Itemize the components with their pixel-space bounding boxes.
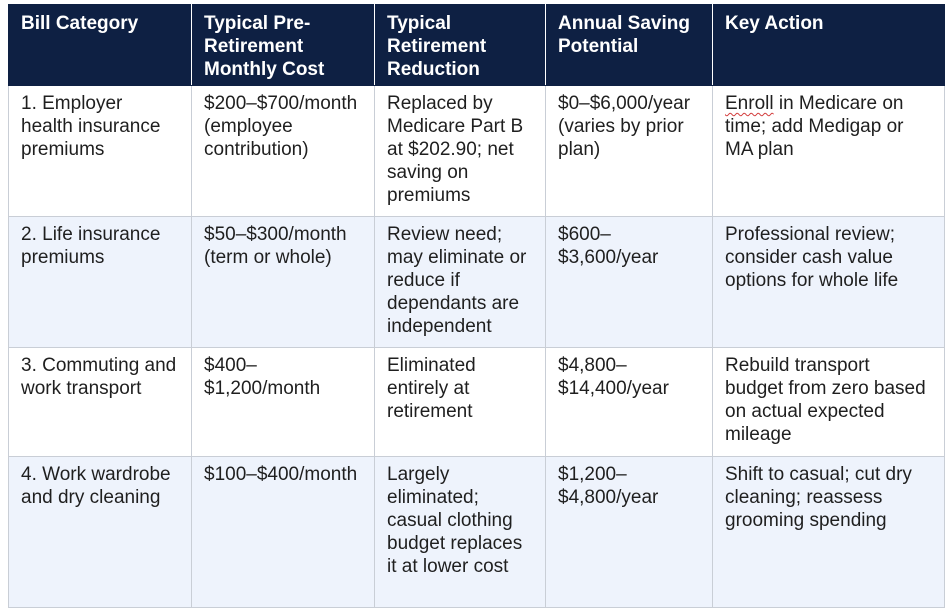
table-row: 2. Life insurance premiums $50–$300/mont… bbox=[8, 216, 945, 348]
cell-key-action: Rebuild transport budget from zero based… bbox=[712, 347, 945, 457]
header-annual-saving: Annual Saving Potential bbox=[545, 4, 713, 86]
key-action-text: in Medicare on time; add Medigap or MA p… bbox=[725, 93, 904, 160]
table-row: 1. Employer health insurance premiums $2… bbox=[8, 85, 945, 217]
table-body: 1. Employer health insurance premiums $2… bbox=[8, 85, 945, 608]
cell-bill-category: 3. Commuting and work transport bbox=[8, 347, 192, 457]
retirement-bills-table: Bill Category Typical Pre-Retirement Mon… bbox=[8, 4, 945, 608]
cell-retirement-reduction: Review need; may eliminate or reduce if … bbox=[374, 216, 546, 348]
header-row: Bill Category Typical Pre-Retirement Mon… bbox=[8, 4, 945, 86]
header-retirement-reduction: Typical Retirement Reduction bbox=[374, 4, 546, 86]
cell-retirement-reduction: Eliminated entirely at retirement bbox=[374, 347, 546, 457]
cell-key-action: Professional review; consider cash value… bbox=[712, 216, 945, 348]
cell-annual-saving: $4,800–$14,400/year bbox=[545, 347, 713, 457]
cell-retirement-reduction: Largely eliminated; casual clothing budg… bbox=[374, 456, 546, 608]
spellcheck-flagged-word[interactable]: Enroll bbox=[725, 93, 774, 114]
table-header: Bill Category Typical Pre-Retirement Mon… bbox=[8, 4, 945, 86]
header-monthly-cost: Typical Pre-Retirement Monthly Cost bbox=[191, 4, 375, 86]
cell-bill-category: 2. Life insurance premiums bbox=[8, 216, 192, 348]
table-row: 4. Work wardrobe and dry cleaning $100–$… bbox=[8, 456, 945, 608]
header-key-action: Key Action bbox=[712, 4, 945, 86]
cell-monthly-cost: $200–$700/month (employee contribution) bbox=[191, 85, 375, 217]
cell-monthly-cost: $100–$400/month bbox=[191, 456, 375, 608]
cell-key-action: Enroll in Medicare on time; add Medigap … bbox=[712, 85, 945, 217]
table-row: 3. Commuting and work transport $400–$1,… bbox=[8, 347, 945, 457]
cell-key-action: Shift to casual; cut dry cleaning; reass… bbox=[712, 456, 945, 608]
cell-retirement-reduction: Replaced by Medicare Part B at $202.90; … bbox=[374, 85, 546, 217]
cell-annual-saving: $0–$6,000/year (varies by prior plan) bbox=[545, 85, 713, 217]
cell-annual-saving: $1,200–$4,800/year bbox=[545, 456, 713, 608]
cell-bill-category: 1. Employer health insurance premiums bbox=[8, 85, 192, 217]
header-bill-category: Bill Category bbox=[8, 4, 192, 86]
cell-annual-saving: $600–$3,600/year bbox=[545, 216, 713, 348]
cell-bill-category: 4. Work wardrobe and dry cleaning bbox=[8, 456, 192, 608]
cell-monthly-cost: $50–$300/month (term or whole) bbox=[191, 216, 375, 348]
cell-monthly-cost: $400–$1,200/month bbox=[191, 347, 375, 457]
